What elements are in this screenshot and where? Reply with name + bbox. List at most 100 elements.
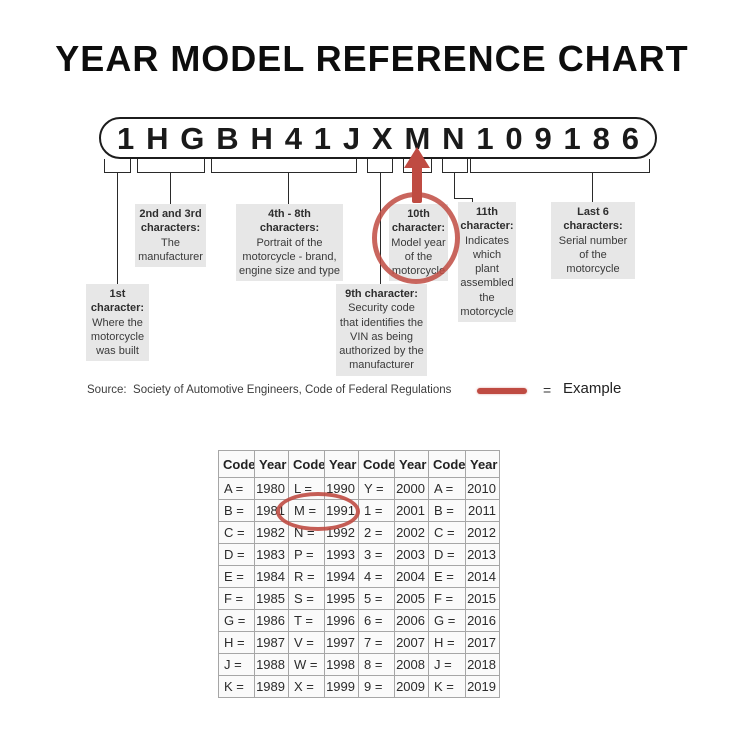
code-cell: A = (218, 477, 255, 500)
table-row: C = 1982 N = 1992 2 = 2002 C = 2012 (218, 521, 500, 544)
column-header: Year (254, 450, 289, 478)
callout-title: 2nd and 3rd characters: (139, 208, 202, 235)
code-cell: A = (428, 477, 466, 500)
year-cell: 1998 (324, 653, 359, 676)
code-cell: K = (428, 675, 466, 698)
year-cell: 1982 (254, 521, 289, 544)
year-cell: 2013 (465, 543, 500, 566)
year-cell: 2011 (465, 499, 500, 522)
vin-character: 9 (534, 120, 552, 156)
code-cell: J = (218, 653, 255, 676)
code-cell: W = (288, 653, 325, 676)
callout-title: Last 6 characters: (563, 206, 623, 233)
table-row: E = 1984 R = 1994 4 = 2004 E = 2014 (218, 565, 500, 588)
bracket-4th-8th (211, 159, 357, 173)
connector-4th-8th (288, 172, 289, 204)
vin-character: N (442, 120, 465, 156)
column-header: Year (465, 450, 500, 478)
code-cell: P = (288, 543, 325, 566)
vin-character: 8 (592, 120, 610, 156)
code-cell: F = (428, 587, 466, 610)
bracket-1st-char (104, 159, 131, 173)
table-row: G = 1986 T = 1996 6 = 2006 G = 2016 (218, 609, 500, 632)
bracket-last-6 (470, 159, 650, 173)
bracket-2nd-3rd (137, 159, 205, 173)
code-cell: 7 = (358, 631, 395, 654)
code-cell: X = (288, 675, 325, 698)
vin-character: X (371, 120, 393, 156)
code-cell: B = (428, 499, 466, 522)
example-arrow (412, 166, 422, 203)
code-cell: J = (428, 653, 466, 676)
year-cell: 2009 (394, 675, 429, 698)
year-cell: 2012 (465, 521, 500, 544)
example-circle-annotation (372, 192, 460, 284)
vin-character: 1 (313, 120, 332, 156)
year-cell: 2000 (394, 477, 429, 500)
vin-character: J (342, 120, 361, 156)
bracket-9th-char (367, 159, 393, 173)
callout-title: 1st character: (90, 288, 145, 315)
column-header: Code (288, 450, 325, 478)
code-cell: 9 = (358, 675, 395, 698)
year-cell: 2005 (394, 587, 429, 610)
year-code-table: Code Year Code Year Code Year Code Year A = 1980… (218, 450, 500, 698)
year-cell: 2007 (394, 631, 429, 654)
column-header: Year (324, 450, 359, 478)
code-cell: 6 = (358, 609, 395, 632)
code-cell: G = (218, 609, 255, 632)
table-row: F = 1985 S = 1995 5 = 2005 F = 2015 (218, 587, 500, 610)
year-cell: 1993 (324, 543, 359, 566)
callout-title: 9th character: (345, 288, 418, 300)
callout-last-6-characters: Last 6 characters: Serial number of the … (551, 202, 635, 280)
year-cell: 1987 (254, 631, 289, 654)
year-table-header-row: Code Year Code Year Code Year Code Year (218, 450, 500, 478)
table-row: A = 1980 L = 1990 Y = 2000 A = 2010 (218, 477, 500, 500)
year-cell: 1996 (324, 609, 359, 632)
callout-9th-character: 9th character: Security code that identi… (336, 284, 427, 376)
code-cell: V = (288, 631, 325, 654)
vin-character: B (216, 120, 239, 156)
page-title: YEAR MODEL REFERENCE CHART (55, 38, 689, 79)
year-cell: 1983 (254, 543, 289, 566)
column-header: Code (218, 450, 255, 478)
connector-last-6 (592, 172, 593, 202)
year-cell: 1989 (254, 675, 289, 698)
table-row: H = 1987 V = 1997 7 = 2007 H = 2017 (218, 631, 500, 654)
example-label: Example (563, 380, 622, 397)
arrow-up-icon (404, 147, 430, 168)
callout-2nd-3rd-characters: 2nd and 3rd characters: The manufacturer (135, 204, 206, 268)
vin-character: H (146, 120, 169, 156)
code-cell: B = (218, 499, 255, 522)
year-cell: 2010 (465, 477, 500, 500)
year-cell: 2006 (394, 609, 429, 632)
year-cell: 1980 (254, 477, 289, 500)
source-text: Source: Society of Automotive Engineers,… (87, 384, 452, 396)
code-cell: 3 = (358, 543, 395, 566)
callout-body: Security code that identifies the VIN as… (339, 302, 424, 372)
vin-character: 4 (284, 120, 302, 156)
callout-body: Serial number of the motorcycle (558, 234, 628, 276)
vin-character: 6 (621, 120, 639, 156)
code-cell: T = (288, 609, 325, 632)
year-cell: 1984 (254, 565, 289, 588)
year-cell: 1999 (324, 675, 359, 698)
code-cell: E = (218, 565, 255, 588)
code-cell: 2 = (358, 521, 395, 544)
callout-title: 11th character: (460, 206, 514, 233)
code-cell: 4 = (358, 565, 395, 588)
table-row: D = 1983 P = 1993 3 = 2003 D = 2013 (218, 543, 500, 566)
code-cell: S = (288, 587, 325, 610)
year-cell: 2017 (465, 631, 500, 654)
column-header: Code (358, 450, 395, 478)
vin-character: 1 (117, 120, 135, 156)
code-cell: H = (218, 631, 255, 654)
callout-1st-character: 1st character: Where the motorcycle was … (86, 284, 149, 362)
year-cell: 2019 (465, 675, 500, 698)
callout-body: Indicates which plant assembled the moto… (460, 234, 514, 319)
year-cell: 2003 (394, 543, 429, 566)
year-cell: 2001 (394, 499, 429, 522)
vin-character: 1 (476, 120, 494, 156)
